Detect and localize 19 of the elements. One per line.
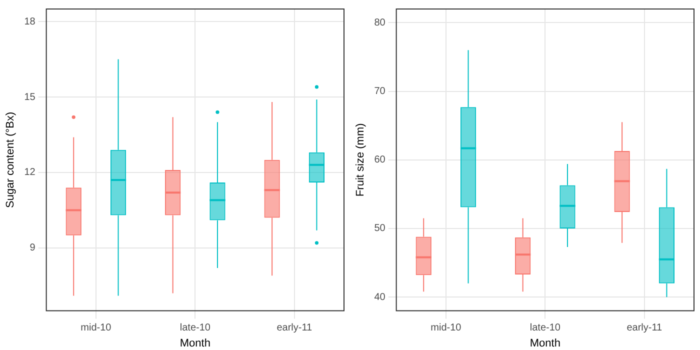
x-axis-title: Month (180, 337, 210, 350)
y-axis-title: Fruit size (mm) (354, 123, 367, 197)
x-tick-label: early-11 (276, 322, 313, 334)
y-tick-label: 70 (374, 86, 386, 98)
y-tick-label: 50 (374, 223, 386, 234)
y-tick-label: 12 (24, 167, 36, 178)
y-tick-label: 15 (24, 92, 36, 103)
x-tick-label: late-10 (530, 322, 561, 334)
y-tick-label: 60 (374, 154, 386, 166)
y-tick-label: 18 (24, 16, 36, 28)
y-axis-title: Sugar content (°Bx) (4, 112, 17, 208)
x-tick-label: late-10 (180, 322, 211, 334)
x-axis-title: Month (530, 337, 560, 350)
x-tick-label: early-11 (626, 322, 663, 334)
y-tick-label: 9 (30, 242, 36, 254)
y-tick-label: 80 (374, 17, 386, 28)
x-tick-label: mid-10 (80, 322, 112, 334)
y-tick-label: 40 (374, 292, 386, 303)
x-tick-label: mid-10 (430, 322, 462, 334)
